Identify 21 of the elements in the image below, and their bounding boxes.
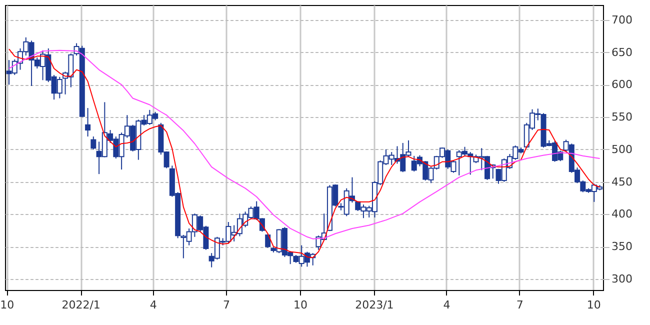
y-tick-label: 550 xyxy=(612,110,632,124)
candlestick xyxy=(90,136,96,150)
x-tick-label: 2023/1 xyxy=(355,298,394,312)
y-tick-label: 650 xyxy=(612,46,632,59)
x-tick-label: 10 xyxy=(0,298,14,312)
candlestick xyxy=(85,107,91,137)
y-tick-label: 350 xyxy=(612,240,632,254)
x-tick-label: 2022/1 xyxy=(62,298,100,312)
x-tick-label: 7 xyxy=(516,298,524,312)
y-tick-label: 450 xyxy=(612,175,632,188)
y-tick-label: 700 xyxy=(612,13,632,26)
candlestick xyxy=(265,233,271,248)
y-tick-label: 600 xyxy=(612,78,632,92)
x-tick-label: 10 xyxy=(586,298,601,312)
y-tick-label: 500 xyxy=(612,142,632,156)
x-tick-label: 10 xyxy=(293,298,308,312)
y-tick-label: 400 xyxy=(612,208,632,221)
x-tick-label: 7 xyxy=(223,298,230,312)
x-tick-label: 4 xyxy=(150,298,157,312)
y-tick-label: 300 xyxy=(612,272,632,286)
x-tick-label: 4 xyxy=(443,298,450,312)
